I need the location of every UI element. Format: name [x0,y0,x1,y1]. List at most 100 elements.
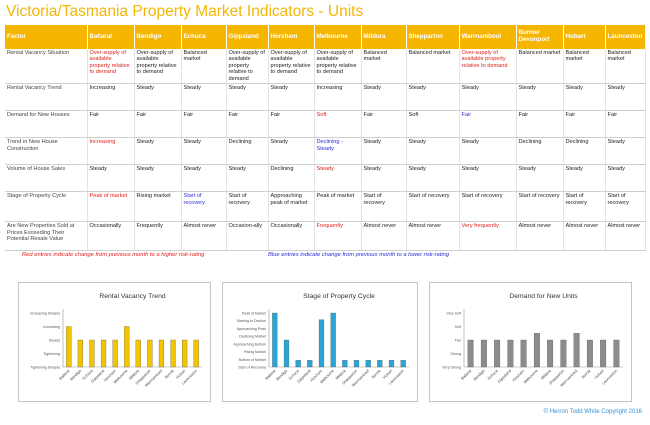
chart-title: Stage of Property Cycle [303,293,375,300]
value-cell: Steady [226,164,269,193]
value-cell: Almost never [516,221,564,252]
table-row: Rental Vacancy Situation Over-supply of a… [5,49,646,85]
value-cell: Steady [361,164,407,193]
value-cell: Fair [181,110,227,139]
value-cell: Steady [361,137,407,166]
value-cell: Steady [87,164,135,193]
bar-mildura [342,360,348,368]
header-hobart: Hobart [563,25,606,49]
y-tick-label: Approaching Bottom [233,342,266,346]
value-cell: Fair [134,110,182,139]
x-tick-label: Mildura [540,368,552,380]
value-cell: Declining [226,137,269,166]
value-cell: Steady [181,83,227,112]
y-tick-label: Approaching Peak [237,327,267,331]
value-cell: Balanced market [563,49,606,85]
value-cell: Occasion-ally [226,221,269,252]
value-cell: Steady [268,137,315,166]
value-cell: Declining [268,164,315,193]
y-tick-label: Increasing [43,325,60,329]
bar-mildura [135,339,141,368]
y-tick-label: Soft [455,325,461,329]
value-cell: Steady [134,137,182,166]
indicators-table: Factor Ballarat Bendigo Echuca Gippsland Hors… [5,25,646,252]
value-cell: Steady [406,164,460,193]
x-tick-label: Hobart [382,368,394,380]
value-cell: Steady [314,164,362,193]
value-cell: Over-supply of available property relati… [226,49,269,85]
x-tick-label: Melbourne [523,369,539,385]
x-tick-label: Burnie [371,369,382,380]
bar-horsham [318,319,325,368]
table-row: Are New Properties Sold at Prices Exceed… [5,221,646,252]
table-row: Rental Vacancy Trend Increasing Steady Stea… [5,83,646,112]
value-cell: Fair [605,110,646,139]
table-row: Demand for New Houses Fair Fair Fair Fair Fai… [5,110,646,139]
bar-burnie [170,339,176,368]
x-tick-label: Burnie [581,369,592,380]
value-cell: Fair [268,110,315,139]
bar-burnie [377,360,383,368]
table-row: Volume of House Sales Steady Steady Steady S… [5,164,646,193]
header-echuca: Echuca [181,25,227,49]
value-cell: Fair [516,110,564,139]
x-tick-label: Ballarat [460,368,473,381]
x-tick-label: Burnie [164,369,175,380]
y-tick-label: Tightening Sharply [30,366,60,370]
value-cell: Steady [605,164,646,193]
value-cell: Steady [181,164,227,193]
legend-red-note: Red entries indicate change from previou… [22,252,205,258]
factor-cell: Volume of House Sales [5,164,88,193]
bar-warrnambool [573,333,580,368]
chart-title: Rental Vacancy Trend [99,293,166,300]
value-cell: Steady [516,164,564,193]
value-cell: Start of recovery [181,191,227,223]
value-cell: Fair [361,110,407,139]
value-cell: Peak of market [87,191,135,223]
bar-burnie [586,339,593,368]
bar-bendigo [77,339,83,368]
stage-of-property-cycle-chart: Stage of Property Cycle Start of Recovery… [233,293,409,388]
bar-launceston [193,339,199,368]
value-cell: Balanced market [516,49,564,85]
value-cell: Start of recovery [516,191,564,223]
value-cell: Declining [563,137,606,166]
value-cell: Steady [459,83,517,112]
bar-ballarat [272,312,278,368]
bar-gippsland [100,339,107,368]
header-bendigo: Bendigo [134,25,182,49]
y-tick-label: Fair [455,339,462,343]
bar-launceston [400,360,406,368]
header-gippsland: Gippsland [226,25,269,49]
bar-launceston [613,339,620,368]
stage-of-property-cycle-panel: Stage of Property Cycle Start of Recovery… [222,282,418,402]
bar-melbourne [330,312,336,368]
bar-shepparton [560,339,567,368]
factor-cell: Demand for New Houses [5,110,88,139]
value-cell: Steady [459,137,517,166]
value-cell: Start of recovery [361,191,407,223]
rental-vacancy-trend-chart: Rental Vacancy Trend Tightening Sharply Ti… [30,293,202,388]
chart-title: Demand for New Units [509,293,578,300]
y-tick-label: Very Strong [442,366,461,370]
x-tick-label: Bendigo [276,369,289,382]
bar-horsham [520,339,527,368]
value-cell: Increasing [87,83,135,112]
y-tick-label: Rising Market [244,350,266,354]
value-cell: Frequently [134,221,182,252]
header-mildura: Mildura [361,25,407,49]
value-cell: Start of recovery [459,191,517,223]
value-cell: Steady [134,164,182,193]
bar-echuca [295,360,301,368]
factor-cell: Trend in New House Construction [5,137,88,166]
table-row: Trend in New House Construction Increasin… [5,137,646,166]
copyright-note: © Herron Todd White Copyright 2016 [543,409,642,415]
value-cell: Steady [563,83,606,112]
value-cell: Start of recovery [605,191,646,223]
y-tick-label: Start of Recovery [238,366,266,370]
y-tick-label: Peak of Market [242,312,266,316]
x-tick-label: Bendigo [473,369,486,382]
y-tick-label: Strong [450,352,461,356]
bar-horsham [112,339,118,368]
value-cell: Steady [516,83,564,112]
